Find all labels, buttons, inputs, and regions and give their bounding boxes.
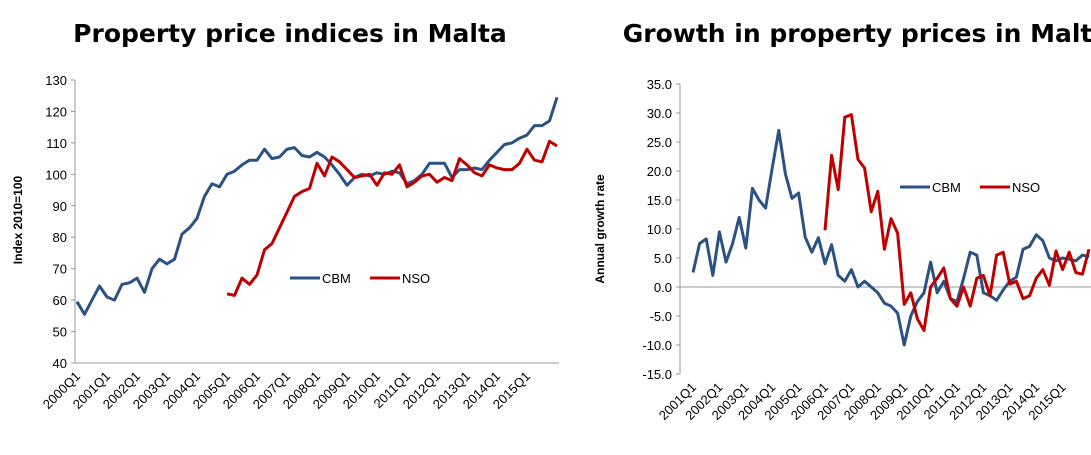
legend-label: CBM [322, 271, 351, 286]
y-axis-label: Annual growth rate [593, 174, 607, 284]
legend-label: NSO [1012, 180, 1040, 195]
series-line [823, 113, 1091, 332]
y-tick-label: -15.0 [642, 367, 672, 382]
y-tick-label: 25.0 [647, 135, 672, 150]
y-tick-label: 10.0 [647, 222, 672, 237]
y-tick-label: 80 [53, 230, 67, 245]
legend-label: NSO [402, 271, 430, 286]
chart-title: Property price indices in Malta [73, 19, 507, 48]
y-tick-label: -5.0 [650, 309, 672, 324]
chart-title: Growth in property prices in Malta [623, 19, 1091, 48]
y-tick-label: 40 [53, 356, 67, 371]
series-line [75, 96, 559, 316]
y-tick-label: 110 [46, 136, 67, 151]
series-line [226, 139, 558, 297]
y-tick-label: 70 [53, 262, 67, 277]
y-tick-label: 50 [53, 325, 67, 340]
y-tick-label: 100 [45, 167, 67, 182]
series-line [691, 128, 1090, 347]
y-tick-label: 120 [45, 104, 67, 119]
y-tick-label: 60 [53, 293, 67, 308]
y-tick-label: 35.0 [647, 77, 672, 92]
y-tick-label: 90 [53, 199, 67, 214]
y-tick-label: 130 [45, 73, 67, 88]
y-tick-label: 30.0 [647, 106, 672, 121]
legend-label: CBM [932, 180, 961, 195]
y-tick-label: 0.0 [654, 280, 672, 295]
y-tick-label: 15.0 [647, 193, 672, 208]
y-tick-label: 5.0 [654, 251, 672, 266]
y-axis-label: Index 2010=100 [11, 175, 25, 264]
y-tick-label: -10.0 [642, 338, 672, 353]
y-tick-label: 20.0 [647, 164, 672, 179]
